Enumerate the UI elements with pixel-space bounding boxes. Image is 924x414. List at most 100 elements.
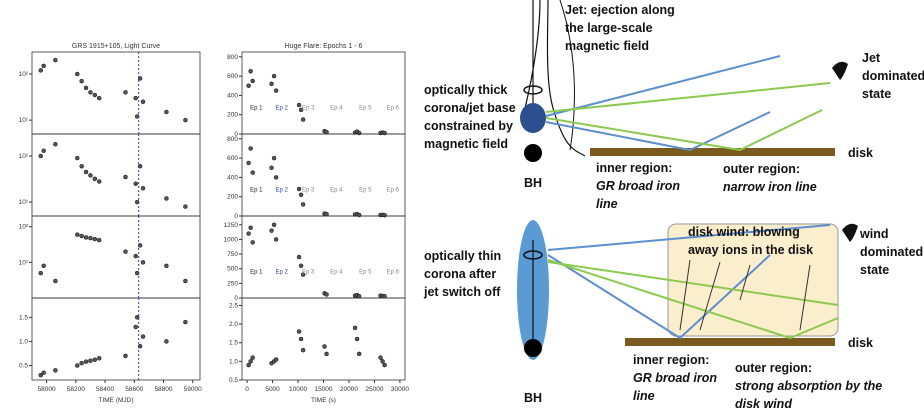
data-point — [88, 358, 93, 363]
data-point — [133, 253, 138, 259]
epoch-label: Ep 1 — [250, 187, 263, 193]
data-point — [79, 78, 84, 84]
data-point — [133, 95, 138, 101]
epoch-label: Ep 4 — [330, 187, 343, 193]
plot-title: Huge Flare: Epochs 1 - 6 — [285, 43, 363, 50]
epoch-label: Ep 2 — [276, 105, 289, 111]
y-tick-label: 750 — [227, 251, 238, 258]
data-point — [271, 222, 277, 228]
data-point — [164, 196, 169, 201]
data-point — [53, 141, 58, 147]
data-point — [382, 362, 387, 368]
inner-title: inner region: — [633, 353, 709, 367]
data-point — [75, 71, 80, 77]
data-point — [38, 68, 44, 73]
data-point — [296, 329, 302, 334]
epoch-label: Ep 5 — [359, 187, 372, 193]
y-tick-label: 1250 — [224, 222, 239, 229]
x-tick-label: 20000 — [340, 386, 358, 393]
data-point — [140, 99, 146, 105]
y-tick-label: 400 — [227, 92, 238, 99]
data-point — [296, 102, 302, 108]
data-point — [356, 212, 362, 218]
y-tick-label: 200 — [227, 112, 238, 119]
data-point — [38, 153, 44, 159]
y-tick-label: 600 — [227, 155, 238, 162]
state-label: state — [862, 87, 891, 101]
epoch-label: Ep 3 — [302, 187, 315, 193]
data-point — [273, 357, 279, 362]
ray — [547, 259, 839, 340]
x-tick-label: 59000 — [184, 386, 202, 393]
spin-icon — [523, 250, 543, 260]
y-tick-label: 1000 — [224, 236, 239, 243]
data-point — [273, 88, 279, 93]
y-tick-label: 10² — [19, 224, 29, 231]
data-point — [164, 109, 169, 115]
data-point — [41, 148, 46, 153]
data-point — [356, 351, 362, 357]
y-tick-label: 1.5 — [19, 314, 28, 321]
panel-frame — [31, 133, 201, 217]
data-point — [271, 155, 277, 161]
outer-text: disk wind — [735, 397, 792, 411]
disk — [590, 148, 835, 156]
plot-title: GRS 1915+105, Light Curve — [72, 43, 160, 50]
wind-label: away ions in the disk — [688, 243, 813, 257]
data-point — [83, 235, 89, 240]
data-point — [273, 237, 279, 242]
data-point — [123, 174, 128, 180]
data-point — [382, 212, 387, 218]
corona-label: jet switch off — [423, 285, 501, 299]
data-point — [378, 355, 383, 360]
panel-frame — [241, 297, 406, 381]
y-tick-label: 800 — [227, 136, 238, 143]
data-point — [271, 73, 277, 79]
y-tick-label: 10¹ — [19, 259, 29, 266]
data-point — [183, 319, 188, 325]
data-point — [83, 169, 89, 175]
data-point — [53, 57, 58, 63]
epoch-label: Ep 4 — [330, 269, 343, 275]
data-point — [352, 325, 358, 331]
y-tick-label: 0.5 — [229, 377, 238, 384]
data-point — [75, 232, 80, 237]
data-point — [92, 357, 98, 362]
data-point — [248, 69, 253, 74]
y-tick-label: 10¹ — [19, 199, 29, 206]
field-line — [559, 0, 575, 151]
ray — [547, 261, 839, 306]
data-point — [96, 237, 102, 243]
data-point — [79, 233, 84, 239]
data-point — [382, 130, 387, 136]
x-tick-label: 58000 — [38, 386, 56, 393]
ray — [545, 82, 831, 113]
data-point — [246, 231, 251, 236]
y-tick-label: 600 — [227, 73, 238, 80]
data-point — [96, 179, 102, 184]
outer-text: narrow iron line — [723, 180, 817, 194]
panel-frame — [31, 51, 201, 135]
inner-text: GR broad iron — [633, 371, 717, 385]
data-point — [140, 260, 146, 265]
data-point — [298, 192, 304, 198]
spin-icon — [523, 85, 543, 95]
data-point — [41, 370, 46, 376]
state-label: wind — [859, 227, 888, 241]
data-point — [250, 78, 255, 84]
data-point — [356, 130, 362, 136]
jet-label: the large-scale — [565, 21, 653, 35]
data-point — [41, 263, 46, 269]
inner-title: inner region: — [596, 161, 672, 175]
data-point — [324, 129, 329, 135]
data-point — [324, 292, 329, 297]
x-tick-label: 30000 — [391, 386, 409, 393]
y-tick-label: 0 — [234, 213, 238, 220]
ray — [545, 111, 771, 152]
y-tick-label: 200 — [227, 194, 238, 201]
data-point — [273, 175, 279, 180]
data-point — [250, 170, 255, 175]
y-tick-label: 1.0 — [229, 358, 238, 365]
y-tick-label: 0 — [234, 295, 238, 302]
